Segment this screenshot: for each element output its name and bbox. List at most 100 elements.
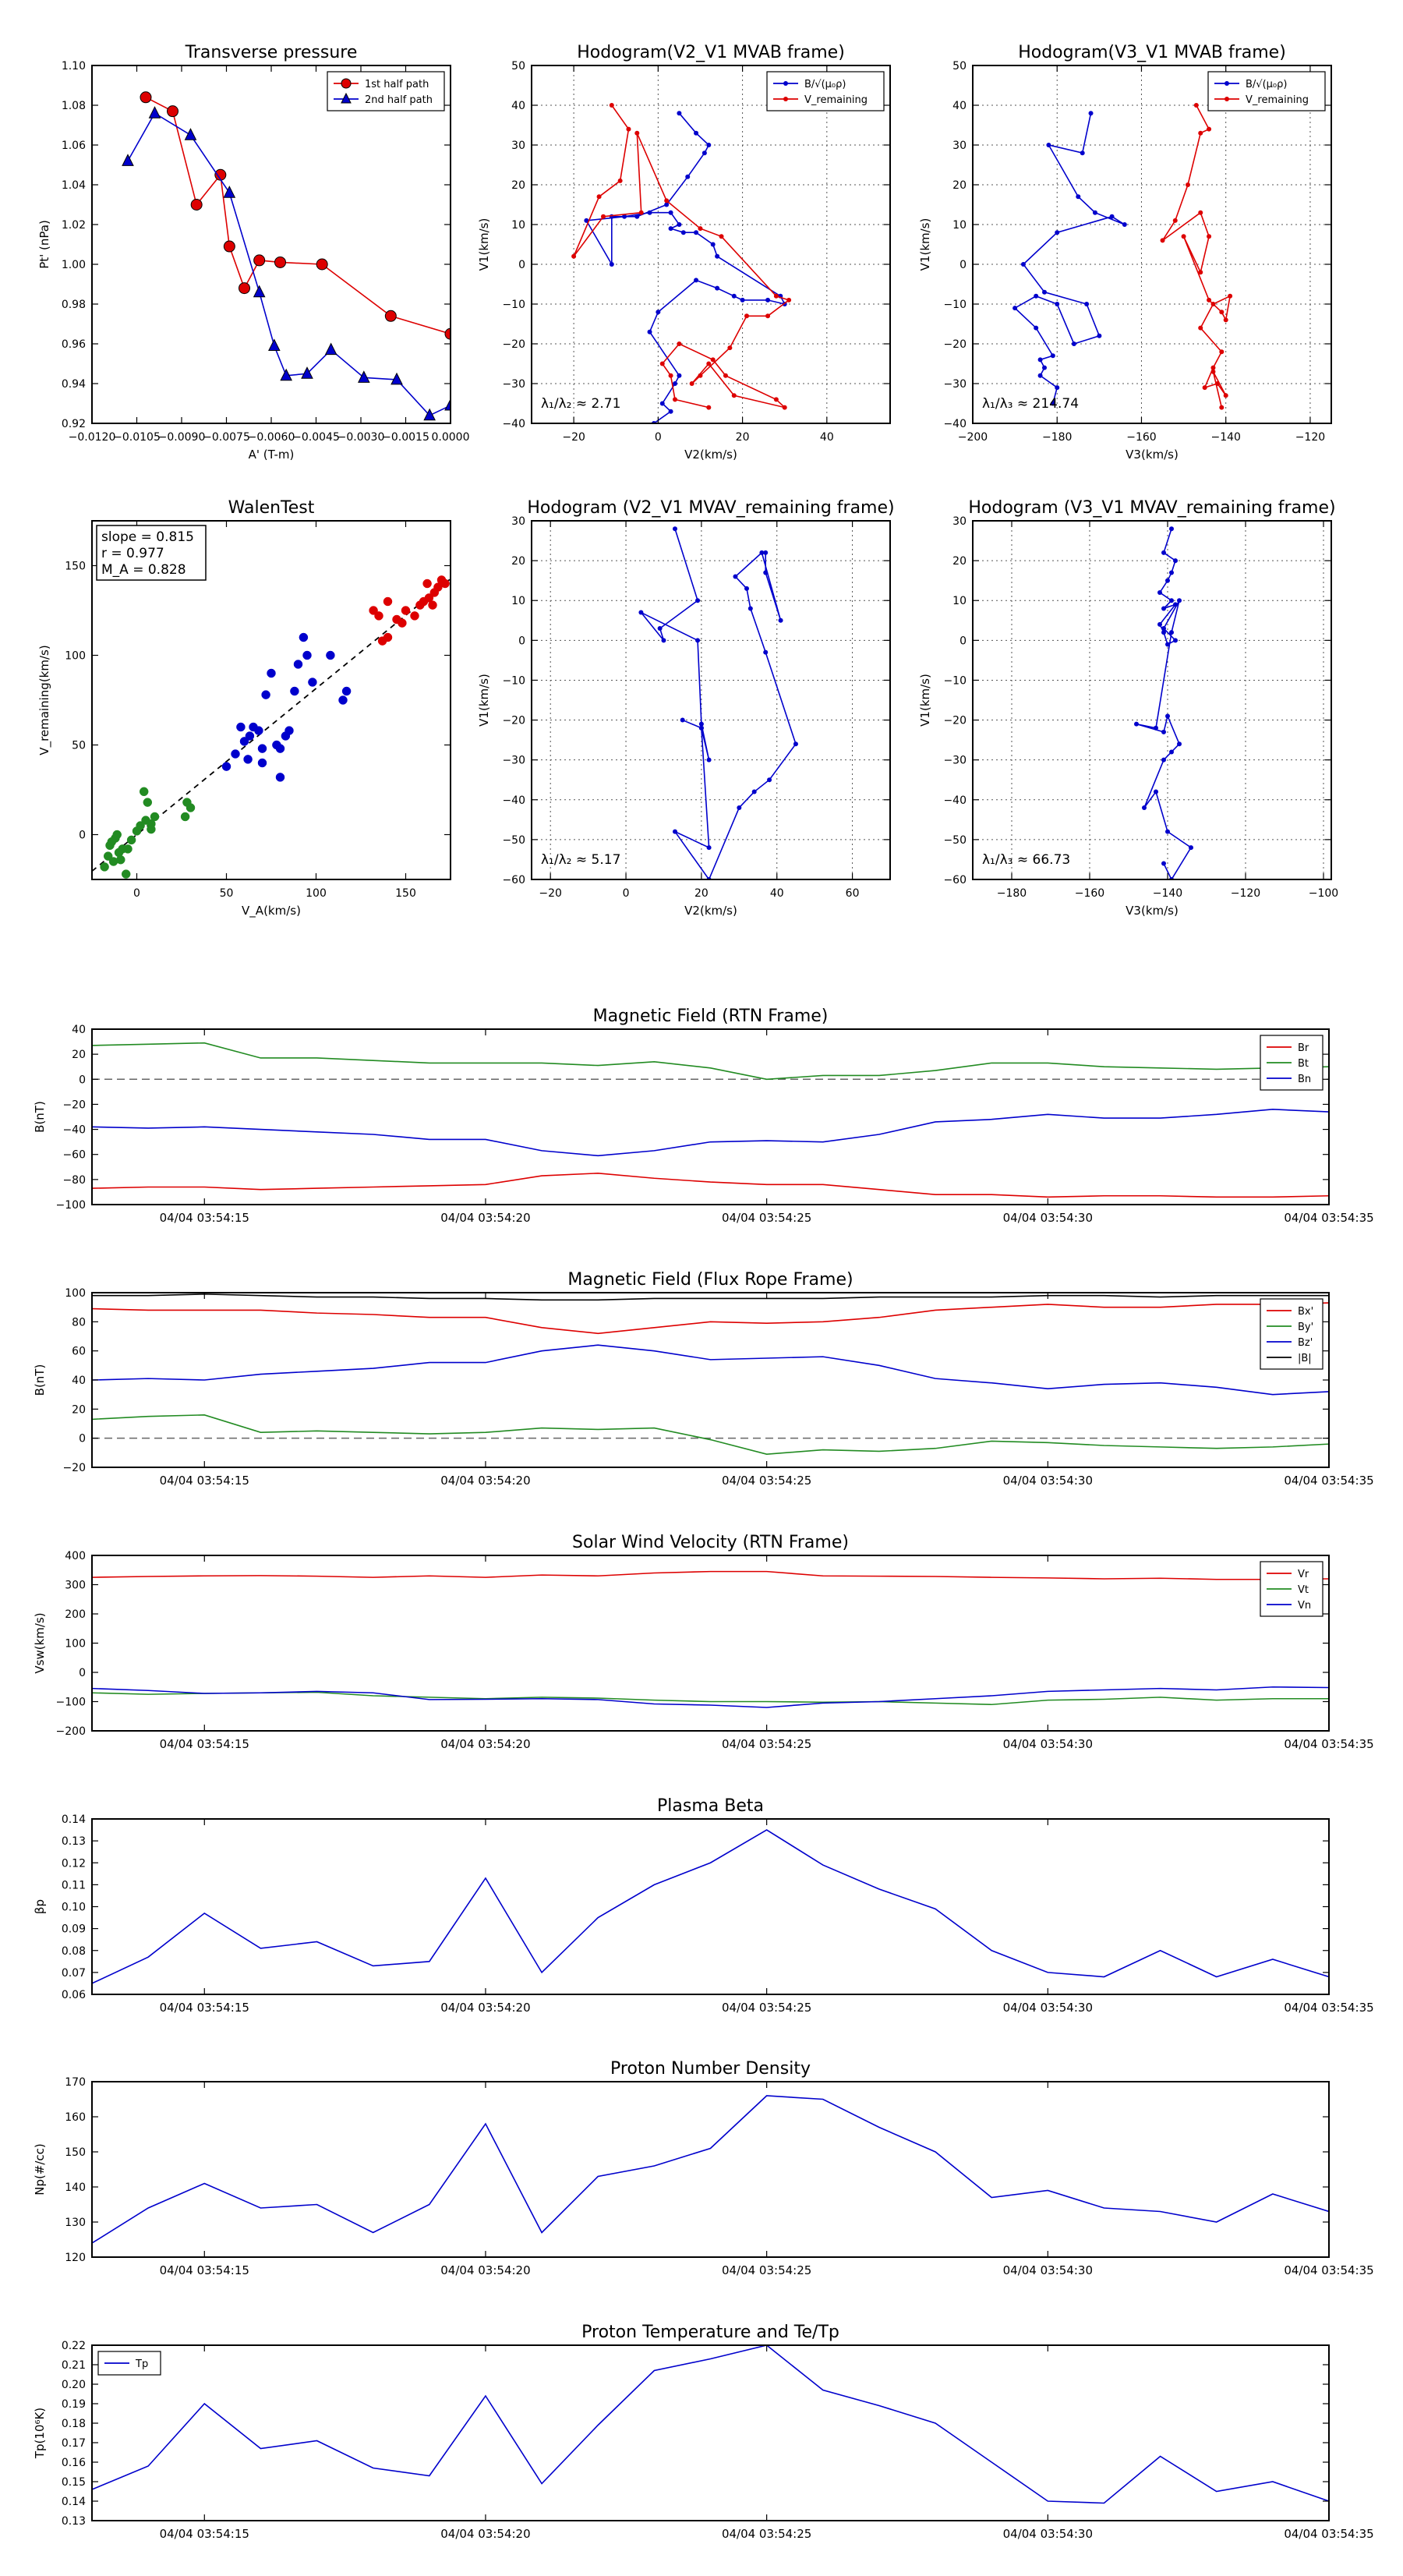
- data-point: [731, 293, 737, 299]
- y-tick-label: 140: [65, 2181, 86, 2194]
- data-point: [571, 253, 577, 259]
- plot-area: [571, 103, 792, 423]
- x-tick-label: 0: [655, 431, 662, 444]
- axes-frame: [972, 520, 1332, 880]
- data-point: [694, 278, 699, 283]
- y-tick-label: 0.18: [62, 2418, 86, 2430]
- series-line-0: [640, 528, 797, 879]
- chart-title: Proton Temperature and Te/Tp: [581, 2323, 839, 2342]
- legend-label: Bt: [1298, 1058, 1309, 1070]
- data-point: [274, 256, 286, 268]
- data-point: [680, 230, 686, 235]
- data-point: [1154, 725, 1158, 731]
- data-point: [1161, 550, 1166, 555]
- data-point: [221, 762, 231, 771]
- x-tick-label: 04/04 03:54:25: [722, 1474, 811, 1488]
- series-line-0: [92, 1570, 1329, 1580]
- data-point: [689, 381, 694, 386]
- data-point: [140, 91, 152, 104]
- y-tick-label: 0: [959, 259, 967, 271]
- stats-line: slope = 0.815: [101, 529, 194, 545]
- y-tick-label: 0.14: [62, 1813, 86, 1826]
- data-point: [1169, 598, 1174, 603]
- data-point: [727, 345, 733, 351]
- y-tick-label: 0.20: [62, 2379, 86, 2391]
- x-tick-label: 04/04 03:54:20: [440, 2263, 530, 2277]
- y-tick-label: −10: [502, 299, 525, 311]
- x-tick-label: 0: [133, 887, 140, 900]
- data-point: [1210, 365, 1216, 370]
- y-tick-label: −40: [943, 418, 967, 430]
- legend-marker: [1225, 81, 1229, 86]
- x-axis-label: A' (T-m): [249, 448, 295, 462]
- y-tick-label: 80: [72, 1316, 86, 1329]
- data-point: [659, 361, 665, 366]
- y-axis-label: V_remaining(km/s): [37, 645, 52, 755]
- series-line-2: [92, 1686, 1329, 1708]
- data-point: [1122, 222, 1127, 227]
- x-tick-label: 60: [846, 887, 860, 900]
- data-point: [773, 293, 779, 299]
- y-tick-label: 0.94: [62, 378, 86, 391]
- legend-label: Bn: [1298, 1074, 1311, 1085]
- data-point: [261, 690, 270, 699]
- data-point: [668, 226, 673, 232]
- y-tick-label: 0.17: [62, 2437, 86, 2450]
- y-tick-label: 50: [952, 60, 967, 73]
- x-tick-label: −180: [997, 887, 1027, 900]
- data-point: [1161, 757, 1166, 763]
- data-point: [139, 787, 149, 797]
- x-tick-label: −20: [562, 431, 585, 444]
- axes-frame: [91, 65, 451, 424]
- data-point: [280, 368, 292, 381]
- x-tick-label: −0.0060: [248, 431, 295, 444]
- y-tick-label: 0.98: [62, 299, 86, 311]
- data-point: [698, 721, 704, 727]
- data-point: [744, 313, 749, 319]
- series-line-3: [92, 1293, 1329, 1301]
- y-tick-label: 1.00: [62, 259, 86, 271]
- y-tick-label: −60: [502, 874, 525, 886]
- chart-title: WalenTest: [228, 498, 315, 518]
- x-tick-label: 04/04 03:54:15: [160, 2263, 249, 2277]
- y-tick-label: 130: [65, 2217, 86, 2229]
- y-tick-label: −20: [502, 715, 525, 727]
- data-point: [103, 851, 113, 861]
- data-point: [1223, 393, 1228, 398]
- data-point: [677, 111, 682, 116]
- data-point: [647, 329, 652, 334]
- data-point: [444, 327, 451, 340]
- chart-title: Solar Wind Velocity (RTN Frame): [572, 1533, 849, 1552]
- data-point: [1186, 182, 1190, 187]
- data-point: [440, 579, 450, 589]
- series-line-1: [127, 112, 451, 416]
- y-tick-label: −30: [502, 755, 525, 767]
- y-axis-label: βp: [33, 1899, 47, 1914]
- chart-title: Magnetic Field (Flux Rope Frame): [567, 1270, 853, 1290]
- y-tick-label: 10: [511, 219, 525, 232]
- legend-label: Vr: [1298, 1569, 1309, 1580]
- y-tick-label: −50: [502, 834, 525, 847]
- data-point: [136, 821, 145, 830]
- data-point: [601, 214, 606, 219]
- series-line-0: [92, 2345, 1329, 2504]
- fit-line: [92, 578, 451, 872]
- data-point: [398, 618, 407, 628]
- y-tick-label: 1.04: [62, 179, 86, 192]
- legend-marker: [341, 78, 352, 89]
- data-point: [638, 210, 644, 215]
- chart-panel-11: 04/04 03:54:15 04/04 03:54:20 04/04 03:54:…: [33, 2323, 1374, 2541]
- legend-label: Vt: [1298, 1584, 1309, 1596]
- chart-title: Magnetic Field (RTN Frame): [593, 1007, 829, 1026]
- data-point: [284, 726, 294, 735]
- x-tick-label: 0.0000: [432, 431, 470, 444]
- data-point: [253, 285, 266, 298]
- data-point: [121, 869, 131, 879]
- data-point: [706, 845, 712, 851]
- legend-label: B/√(μ₀ρ): [804, 79, 846, 90]
- data-point: [1161, 630, 1166, 635]
- data-point: [1193, 103, 1199, 108]
- axes-frame: [91, 1292, 1330, 1468]
- y-tick-label: 0.14: [62, 2496, 86, 2508]
- data-point: [1210, 369, 1216, 374]
